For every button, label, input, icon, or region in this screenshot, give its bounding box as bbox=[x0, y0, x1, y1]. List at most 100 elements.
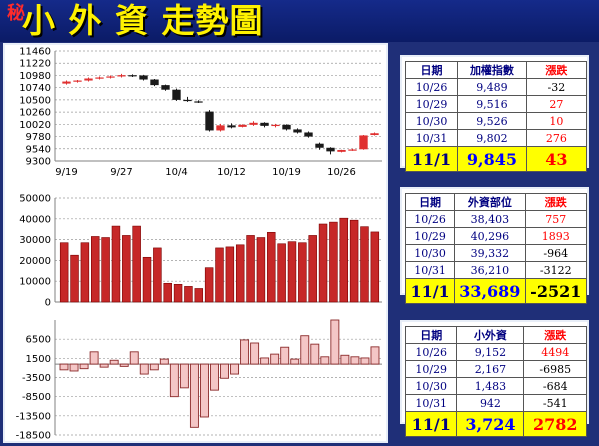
date-cell: 10/30 bbox=[404, 112, 459, 130]
position-bar bbox=[308, 235, 317, 303]
chart-panel: 11460 11220 10980 10740 10500 10260 10020 9780 9… bbox=[3, 43, 388, 443]
table-header-row: 日期 小外資 漲跌 bbox=[404, 326, 587, 344]
secret-mark: 秘 bbox=[7, 3, 25, 24]
position-chart-y-tick-label: 0 bbox=[45, 298, 51, 309]
date-cell: 10/26 bbox=[404, 78, 459, 96]
position-bar bbox=[204, 267, 214, 303]
value-cell: 36,210 bbox=[454, 261, 526, 279]
net-bar bbox=[300, 335, 310, 365]
value-cell: 39,332 bbox=[454, 244, 526, 262]
table-row: 10/31 9,802 276 bbox=[404, 129, 588, 147]
summary-value-cell: 3,724 bbox=[456, 411, 525, 437]
value-cell: 38,403 bbox=[454, 210, 526, 228]
net-bar bbox=[310, 343, 320, 365]
table-row: 10/29 2,167 -6985 bbox=[404, 360, 587, 378]
table-row: 10/31 942 -541 bbox=[404, 394, 587, 412]
change-cell: 4494 bbox=[523, 343, 587, 361]
net-chart-y-tick-label: -13500 bbox=[16, 411, 51, 422]
position-bar bbox=[59, 242, 69, 303]
foreign-position-table-panel: 日期 外資部位 漲跌 10/26 38,403 757 10/29 40,296 1893 10/… bbox=[400, 187, 589, 304]
position-bar bbox=[370, 231, 380, 303]
net-bar bbox=[330, 319, 340, 365]
position-bar bbox=[267, 232, 276, 303]
candle-body bbox=[62, 81, 71, 84]
price-chart-y-tick-label: 9780 bbox=[26, 132, 51, 143]
value-cell: 9,152 bbox=[456, 343, 525, 361]
net-bar bbox=[179, 363, 189, 389]
price-chart-x-tick-label: 9/19 bbox=[55, 167, 77, 178]
net-bar bbox=[119, 363, 129, 367]
position-bar bbox=[349, 219, 359, 303]
candle-body bbox=[194, 101, 203, 103]
foreign-position-table: 日期 外資部位 漲跌 10/26 38,403 757 10/29 40,296 1893 10/… bbox=[404, 193, 588, 304]
net-bar bbox=[340, 354, 350, 365]
candle-body bbox=[84, 78, 93, 81]
net-bar bbox=[290, 358, 300, 365]
price-chart-y-tick-label: 9540 bbox=[26, 144, 51, 155]
change-cell: 10 bbox=[525, 112, 588, 130]
summary-date-cell: 11/1 bbox=[404, 411, 458, 437]
change-cell: 276 bbox=[525, 129, 588, 147]
candle-body bbox=[205, 111, 214, 131]
table-row: 10/26 38,403 757 bbox=[404, 210, 588, 228]
price-chart-x-tick-label: 10/26 bbox=[327, 167, 356, 178]
change-cell: -6985 bbox=[523, 360, 587, 378]
table-row: 10/30 39,332 -964 bbox=[404, 244, 588, 262]
position-chart-y-tick-label: 50000 bbox=[19, 194, 51, 205]
title-bar: 秘 小 外 資 走勢圖 bbox=[0, 0, 599, 42]
net-bar bbox=[189, 363, 199, 428]
position-bar bbox=[173, 284, 183, 303]
net-bar bbox=[129, 351, 139, 365]
summary-row: 11/1 33,689 -2521 bbox=[404, 278, 588, 304]
mini-foreign-table: 日期 小外資 漲跌 10/26 9,152 4494 10/29 2,167 -6985 10/3… bbox=[404, 326, 587, 437]
net-bar bbox=[69, 363, 79, 372]
date-cell: 10/26 bbox=[404, 210, 456, 228]
position-bar bbox=[80, 242, 90, 303]
net-chart-y-tick-label: 1500 bbox=[26, 354, 51, 365]
change-cell: 757 bbox=[524, 210, 588, 228]
candle-body bbox=[293, 129, 302, 133]
net-bar bbox=[139, 363, 149, 375]
value-cell: 9,802 bbox=[457, 129, 527, 147]
net-bar bbox=[99, 363, 109, 368]
net-bar bbox=[149, 363, 159, 371]
column-header: 日期 bbox=[404, 61, 459, 79]
table-row: 10/29 40,296 1893 bbox=[404, 227, 588, 245]
position-bar bbox=[360, 226, 369, 303]
candle-body bbox=[227, 125, 236, 128]
price-chart-x-tick-label: 10/12 bbox=[217, 167, 246, 178]
net-bar bbox=[370, 346, 380, 365]
change-cell: -32 bbox=[525, 78, 588, 96]
candle-body bbox=[73, 80, 82, 82]
position-bar bbox=[194, 288, 204, 303]
price-chart-x-tick-label: 10/4 bbox=[165, 167, 187, 178]
position-bar bbox=[256, 237, 266, 303]
summary-row: 11/1 3,724 2782 bbox=[404, 411, 587, 437]
candle-body bbox=[282, 124, 291, 130]
candle-body bbox=[172, 89, 181, 100]
summary-value-cell: 33,689 bbox=[454, 278, 526, 304]
price-chart-y-tick-label: 10980 bbox=[19, 71, 51, 82]
position-bar bbox=[318, 223, 328, 303]
net-bar bbox=[260, 357, 270, 365]
position-bar bbox=[142, 256, 152, 303]
candle-body bbox=[183, 99, 192, 102]
table-row: 10/26 9,152 4494 bbox=[404, 343, 587, 361]
position-chart-y-tick-label: 10000 bbox=[19, 277, 51, 288]
candle-body bbox=[315, 143, 324, 148]
summary-date-cell: 11/1 bbox=[404, 146, 459, 172]
position-bar bbox=[339, 217, 348, 303]
summary-change-cell: 2782 bbox=[523, 411, 587, 437]
value-cell: 9,489 bbox=[457, 78, 527, 96]
net-bar bbox=[270, 353, 280, 365]
change-cell: -964 bbox=[524, 244, 588, 262]
value-cell: 9,526 bbox=[457, 112, 527, 130]
date-cell: 10/26 bbox=[404, 343, 458, 361]
net-chart-y-tick-label: 6500 bbox=[26, 335, 51, 346]
candle-body bbox=[271, 124, 280, 127]
candle-body bbox=[106, 76, 115, 78]
index-table: 日期 加權指數 漲跌 10/26 9,489 -32 10/29 9,516 27 10/30 9,… bbox=[404, 61, 588, 172]
position-bar bbox=[122, 235, 131, 303]
change-cell: 1893 bbox=[524, 227, 588, 245]
column-header: 加權指數 bbox=[457, 61, 527, 79]
